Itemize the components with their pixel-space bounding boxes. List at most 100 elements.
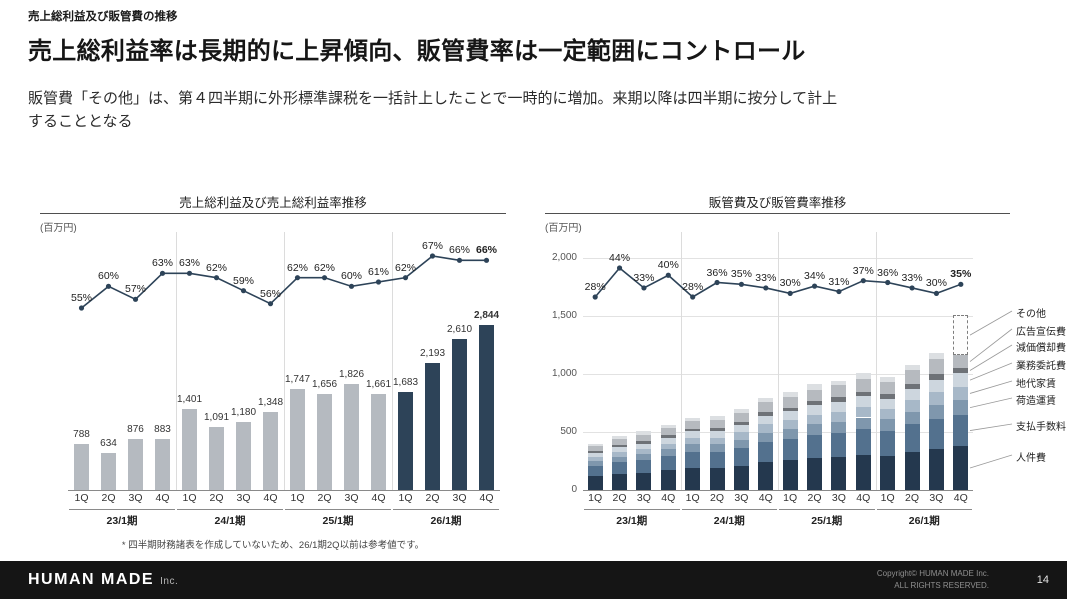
sga-stack-segment [855, 391, 871, 397]
bar-value-label: 1,180 [230, 406, 257, 418]
quarter-label: 1Q [398, 492, 413, 504]
sga-stack-segment [660, 470, 676, 490]
bar-value-label: 634 [100, 438, 117, 450]
sga-stack-segment [953, 355, 969, 368]
data-point [958, 281, 964, 287]
sga-stack-segment [807, 401, 823, 406]
y-axis-label: 500 [560, 426, 577, 437]
copyright-notice: Copyright© HUMAN MADE Inc. ALL RIGHTS RE… [877, 568, 989, 593]
sga-stack-segment [709, 416, 725, 420]
sga-stack-segment [758, 415, 774, 425]
sga-stack-segment [612, 462, 628, 474]
sga-stack-segment [807, 424, 823, 435]
sga-stack-segment [636, 459, 652, 473]
sga-stack-segment [612, 452, 628, 457]
data-point [132, 296, 139, 302]
sga-stack-segment [880, 394, 896, 399]
margin-pct-label: 55% [70, 292, 92, 304]
sga-stack-segment [758, 462, 774, 490]
sga-stack-segment [807, 414, 823, 425]
quarter-label: 3Q [452, 492, 467, 504]
legend-connector [969, 344, 1013, 371]
bar-value-label: 1,661 [365, 378, 392, 390]
margin-pct-label: 63% [151, 257, 173, 270]
quarter-label: 1Q [290, 492, 305, 504]
period-label: 23/1期 [584, 509, 680, 528]
gross-margin-line [80, 255, 487, 309]
bar-value-label: 876 [127, 424, 144, 436]
sga-stack-segment [587, 445, 603, 451]
sga-stack-segment [880, 409, 896, 420]
bar-value-label: 1,656 [311, 378, 338, 390]
data-point [429, 253, 436, 259]
quarter-label: 3Q [636, 492, 651, 504]
data-point [592, 294, 598, 300]
margin-pct-label: 66% [448, 244, 470, 257]
margin-pct-label: 63% [178, 257, 200, 270]
sga-stack-segment [904, 452, 920, 490]
ratio-pct-label: 36% [877, 266, 899, 279]
sga-stack-segment [880, 381, 896, 395]
period-label: 26/1期 [393, 509, 499, 528]
gross-profit-bar [452, 338, 467, 490]
ratio-pct-label: 30% [925, 277, 947, 290]
margin-pct-label: 62% [394, 261, 416, 274]
sga-stack-segment [953, 386, 969, 401]
quarter-label: 1Q [588, 492, 603, 504]
quarter-label: 2Q [317, 492, 332, 504]
gross-profit-bar [317, 393, 332, 490]
sga-stack-segment [685, 420, 701, 429]
ratio-pct-label: 30% [779, 277, 801, 290]
sga-stack-segment [807, 434, 823, 459]
period-label: 25/1期 [285, 509, 391, 528]
bar-value-label: 883 [154, 423, 171, 435]
sga-stack-segment [855, 396, 871, 407]
margin-pct-label: 67% [421, 240, 443, 252]
sga-stack-segment [831, 456, 847, 490]
bar-value-label: 1,348 [257, 396, 284, 408]
sga-stack-segment [636, 448, 652, 455]
sga-stack-segment [733, 447, 749, 466]
data-point [787, 290, 793, 296]
ratio-pct-label: 33% [633, 271, 655, 284]
margin-pct-label: 60% [340, 270, 362, 283]
sga-stack-segment [782, 396, 798, 408]
data-point [294, 275, 301, 281]
sga-stack-segment [636, 454, 652, 460]
quarter-label: 2Q [807, 492, 822, 504]
bar-value-label: 2,844 [473, 310, 500, 321]
ratio-pct-label: 31% [828, 275, 850, 288]
data-point [763, 285, 769, 291]
data-point [616, 265, 623, 271]
quarter-label: 1Q [74, 492, 89, 504]
data-point [665, 272, 671, 278]
sga-stack-segment [855, 454, 871, 490]
data-point [186, 270, 193, 276]
sga-stack-segment [660, 443, 676, 450]
sga-stack-segment [855, 372, 871, 379]
data-point [348, 283, 355, 289]
sga-stack-segment [685, 451, 701, 468]
quarter-label: 1Q [880, 492, 895, 504]
margin-pct-label: 59% [232, 274, 254, 287]
y-axis-label: 2,000 [551, 252, 577, 263]
logo-text: HUMAN MADE [28, 571, 155, 588]
sga-stack-segment [685, 437, 701, 445]
data-point [375, 279, 382, 285]
sga-stack-segment [904, 364, 920, 371]
year-separator [680, 232, 682, 490]
legend-item: 人件費 [1016, 453, 1046, 464]
lead-line-2: することとなる [28, 112, 133, 130]
chart-footnote: * 四半期財務諸表を作成していないため、26/1期2Q以前は参考値です。 [121, 540, 425, 551]
sga-chart: 販管費及び販管費率推移 (百万円) 28% 44% 33% 40% 28% 36% 35% 3… [545, 192, 1067, 556]
sga-stack-segment [685, 417, 701, 421]
data-point [933, 290, 940, 296]
page-title: 売上総利益率は長期的に上昇傾向、販管費率は一定範囲にコントロール [28, 38, 806, 65]
margin-pct-label: 62% [205, 261, 227, 274]
period-label: 25/1期 [779, 509, 875, 528]
sga-stack-segment [685, 431, 701, 438]
y-axis-label: 1,000 [551, 368, 577, 379]
data-point [78, 305, 85, 311]
ratio-pct-label: 33% [755, 271, 777, 284]
sga-stack-segment [758, 397, 774, 403]
